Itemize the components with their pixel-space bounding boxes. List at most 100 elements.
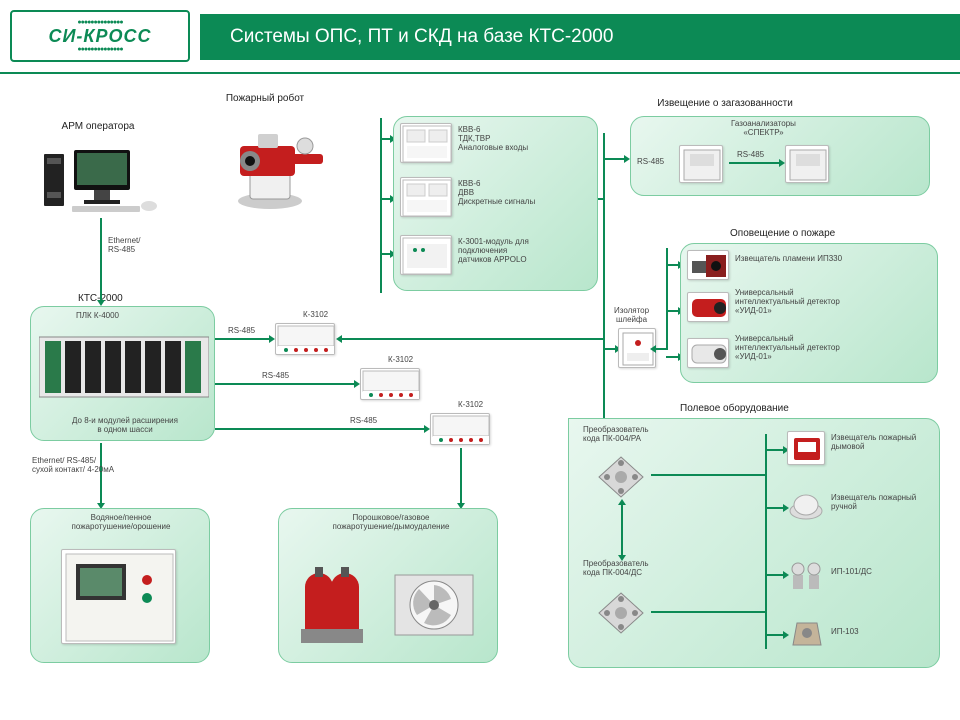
header-divider [0,72,960,74]
label-smoke: Извещатель пожарный дымовой [831,433,916,451]
label-gas-analyzer: Газоанализаторы «СПЕКТР» [731,119,796,137]
device-gas-2 [785,145,829,183]
block-gas: Газоанализаторы «СПЕКТР» RS-485 RS-485 [630,116,930,196]
bus-branch-k3102 [342,338,603,340]
field-arrow-ip101 [765,574,783,576]
device-k3102-2 [360,368,420,400]
label-powder-title: Порошковое/газовое пожаротушение/дымоуда… [303,513,479,531]
link-bus-isolator-l [603,348,615,350]
device-ip101 [787,555,825,593]
device-manual [787,489,825,523]
device-water-panel [61,549,176,644]
link-isolator-fire [656,348,668,350]
label-rs485-g2: RS-485 [737,150,764,159]
fire-arrow-3 [666,356,678,358]
label-k3102-1: К-3102 [303,310,328,319]
field-arrow-ip103 [765,634,783,636]
link-k3102-powder [460,448,462,503]
link-pk-pa-ds [621,505,623,555]
robot-icon [200,116,340,216]
heading-arm: АРМ оператора [48,121,148,132]
label-rs485-3: RS-485 [350,416,377,425]
block-kbb: КВВ-6 ТДК,ТВР Аналоговые входы КВВ-6 ДВВ… [393,116,598,291]
label-k3102-2: К-3102 [388,355,413,364]
bus-stub-kbb [597,198,605,200]
device-pk004ds [593,589,649,637]
plc-caption: До 8-и модулей расширения в одном шасси [45,416,205,434]
bus-left-kbb [380,118,382,293]
label-ip101: ИП-101/ДС [831,567,872,576]
company-logo: ●●●●●●●●●●●●●● СИ-КРОСС ●●●●●●●●●●●●●● [10,10,190,62]
label-rs485-g1: RS-485 [637,157,664,166]
device-k3001 [400,235,452,275]
logo-text: СИ-КРОСС [48,26,151,47]
label-kbb-discrete: КВВ-6 ДВВ Дискретные сигналы [458,179,535,206]
heading-gas: Извещение о загазованности [635,98,815,109]
plc-label: ПЛК К-4000 [76,311,119,320]
label-pk004ds: Преобразователь кода ПК-004/ДС [583,559,649,577]
device-uid01-2 [687,338,729,368]
page-title: Системы ОПС, ПТ и СКД на базе КТС-2000 [230,26,613,48]
device-ip330 [687,250,729,280]
field-arrow-smoke [765,449,783,451]
device-k3102-3 [430,413,490,445]
fire-block-bus [666,248,668,348]
link-ktc-k3102-1 [215,338,269,340]
device-smoke [787,431,825,465]
logo-decoration-bot: ●●●●●●●●●●●●●● [77,47,122,53]
device-kbb-analog [400,123,452,163]
label-kbb-analog: КВВ-6 ТДК,ТВР Аналоговые входы [458,125,528,152]
label-isolator: Изолятор шлейфа [614,306,649,324]
label-uid01-1: Универсальный интеллектуальный детектор … [735,288,840,315]
label-water-title: Водяное/пенное пожаротушение/орошение [49,513,193,531]
device-gas-1 [679,145,723,183]
block-powder: Порошковое/газовое пожаротушение/дымоуда… [278,508,498,663]
block-field: Преобразователь кода ПК-004/РА Преобразо… [568,418,940,668]
device-kbb-discrete [400,177,452,217]
fire-arrow-2 [666,310,678,312]
link-gas-mid [729,162,779,164]
label-ip330: Извещатель пламени ИП330 [735,254,842,263]
label-ethernet-rs485: Ethernet/ RS-485 [108,236,140,254]
system-diagram: Пожарный робот АРМ оператора Извещение о… [0,78,960,720]
plc-icon [39,327,209,407]
heading-fire-notify: Оповещение о пожаре [730,228,835,239]
label-pk004pa: Преобразователь кода ПК-004/РА [583,425,649,443]
label-ip103: ИП-103 [831,627,859,636]
label-uid01-2: Универсальный интеллектуальный детектор … [735,334,840,361]
pc-icon [34,136,164,216]
device-fan [389,567,479,645]
field-inner-bus [765,434,767,649]
link-ktc-k3102-3 [215,428,424,430]
header: Системы ОПС, ПТ и СКД на базе КТС-2000 ●… [0,0,960,78]
link-bus-gas [603,158,624,160]
device-k3102-1 [275,323,335,355]
block-ktc2000: ПЛК К-4000 До 8-и модулей расширения в о… [30,306,215,441]
label-k3001: К-3001-модуль для подключения датчиков A… [458,237,529,264]
kbb-arrow-2 [380,198,390,200]
link-ktc-k3102-2 [215,383,354,385]
device-ip103 [787,617,825,653]
kbb-arrow-1 [380,138,390,140]
label-k3102-3: К-3102 [458,400,483,409]
label-rs485-1: RS-485 [228,326,255,335]
heading-field: Полевое оборудование [680,403,789,414]
device-pk004pa [593,453,649,501]
fire-arrow-1 [666,264,678,266]
device-uid01-1 [687,292,729,322]
block-water: Водяное/пенное пожаротушение/орошение [30,508,210,663]
device-fire-robot [200,116,340,216]
heading-fire-robot: Пожарный робот [190,93,340,104]
header-titlebar: Системы ОПС, ПТ и СКД на базе КТС-2000 [200,14,960,60]
label-ethernet-contact: Ethernet/ RS-485/ сухой контакт/ 4-20мА [32,456,114,474]
device-cylinders [297,557,367,647]
link-arm-ktc [100,218,102,300]
label-rs485-2: RS-485 [262,371,289,380]
kbb-arrow-3 [380,253,390,255]
field-arrow-manual [765,507,783,509]
device-arm-pc [34,136,164,216]
label-manual: Извещатель пожарный ручной [831,493,916,511]
block-fire-notify: Извещатель пламени ИП330 Универсальный и… [680,243,938,383]
field-inner-link-ds [651,611,765,613]
field-inner-link-pa [651,474,765,476]
